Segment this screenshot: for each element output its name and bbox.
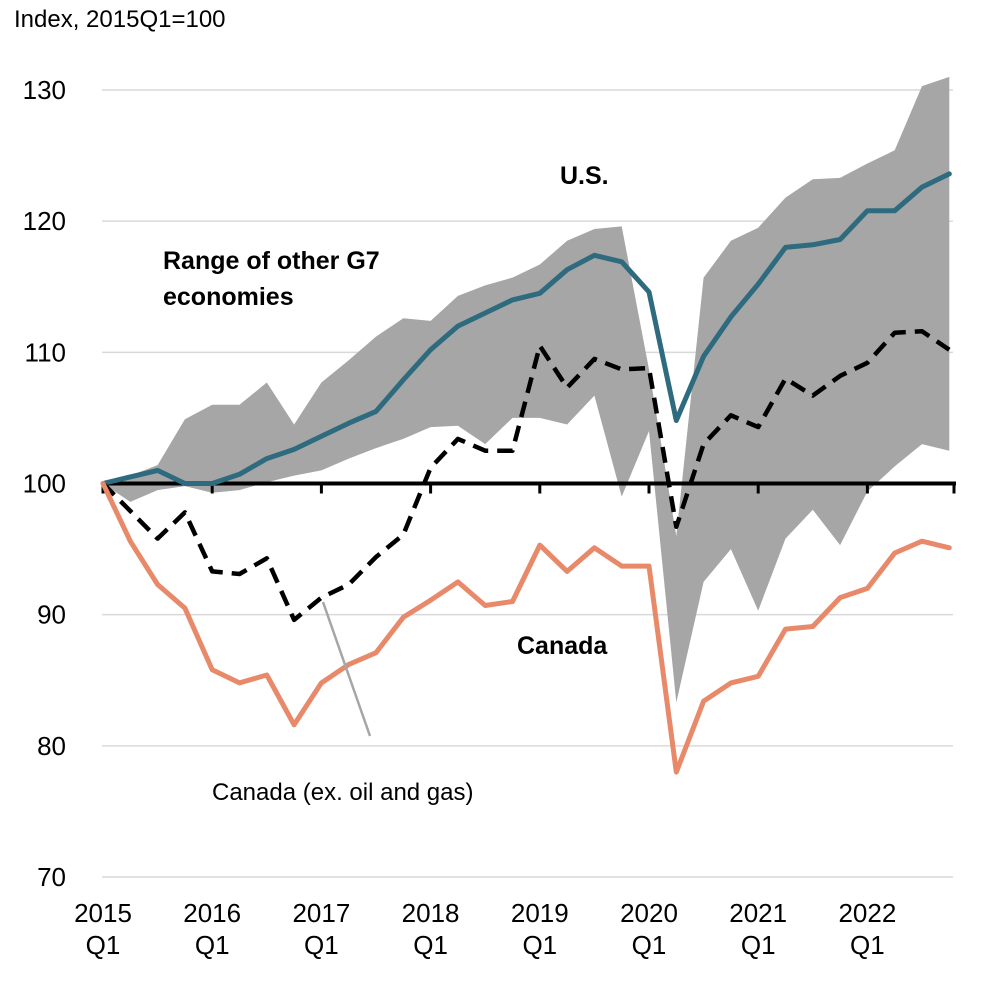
x-tick-label-year: 2017 [292,898,350,928]
series-line-canada-ex-oil-and-gas [101,329,951,623]
x-tick-label-year: 2016 [183,898,241,928]
g7-range-label-line2: economies [163,283,294,311]
x-tick-label-quarter: Q1 [741,930,776,960]
series-line-u-s [100,171,952,486]
x-tick-label-year: 2021 [729,898,787,928]
y-tick-label: 70 [37,862,66,892]
g7-range-label-line1: Range of other G7 [163,247,380,275]
x-tick-label-quarter: Q1 [195,930,230,960]
y-tick-label: 120 [23,206,66,236]
x-tick-label-quarter: Q1 [632,930,667,960]
canada-ex-oil-gas-leader-line [321,601,372,737]
series-line-canada [100,481,952,775]
canada-series-label: Canada [517,632,608,660]
x-tick-label-year: 2020 [620,898,678,928]
x-tick-label-year: 2015 [74,898,132,928]
y-tick-label: 130 [23,75,66,105]
y-tick-label: 90 [37,600,66,630]
canada-ex-oil-gas-label: Canada (ex. oil and gas) [212,779,474,806]
y-tick-label: 80 [37,731,66,761]
x-tick-label-year: 2018 [402,898,460,928]
y-tick-label: 110 [25,337,66,367]
y-tick-label: 100 [23,469,66,499]
x-tick-label-quarter: Q1 [850,930,885,960]
x-tick-label-quarter: Q1 [86,930,121,960]
x-tick-label-year: 2019 [511,898,569,928]
x-tick-label-year: 2022 [838,898,896,928]
us-series-label: U.S. [560,162,609,190]
x-tick-label-quarter: Q1 [304,930,339,960]
y-axis-label: Index, 2015Q1=100 [14,6,226,33]
x-tick-label-quarter: Q1 [413,930,448,960]
x-tick-label-quarter: Q1 [522,930,557,960]
